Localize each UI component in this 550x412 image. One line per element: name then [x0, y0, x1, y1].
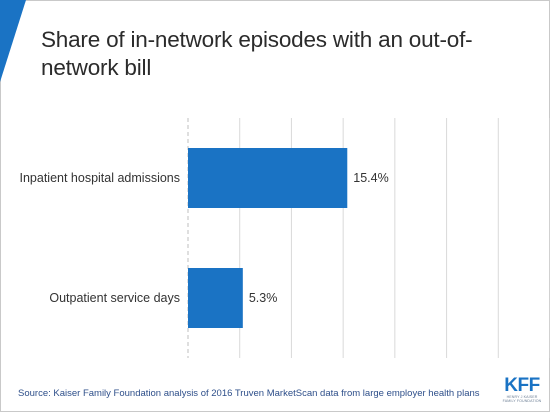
category-label: Inpatient hospital admissions [19, 171, 180, 185]
value-label: 15.4% [353, 171, 388, 185]
kff-logo-tagline: HENRY J KAISER FAMILY FOUNDATION [502, 395, 542, 403]
category-label: Outpatient service days [49, 291, 180, 305]
source-note: Source: Kaiser Family Foundation analysi… [18, 388, 480, 399]
bar-0 [188, 148, 348, 208]
bar-1 [188, 268, 243, 328]
corner-accent-triangle [0, 0, 26, 82]
value-label: 5.3% [249, 291, 278, 305]
kff-logo: KFF HENRY J KAISER FAMILY FOUNDATION [500, 376, 544, 403]
chart-title: Share of in-network episodes with an out… [41, 27, 473, 80]
kff-logo-wordmark: KFF [504, 375, 540, 396]
